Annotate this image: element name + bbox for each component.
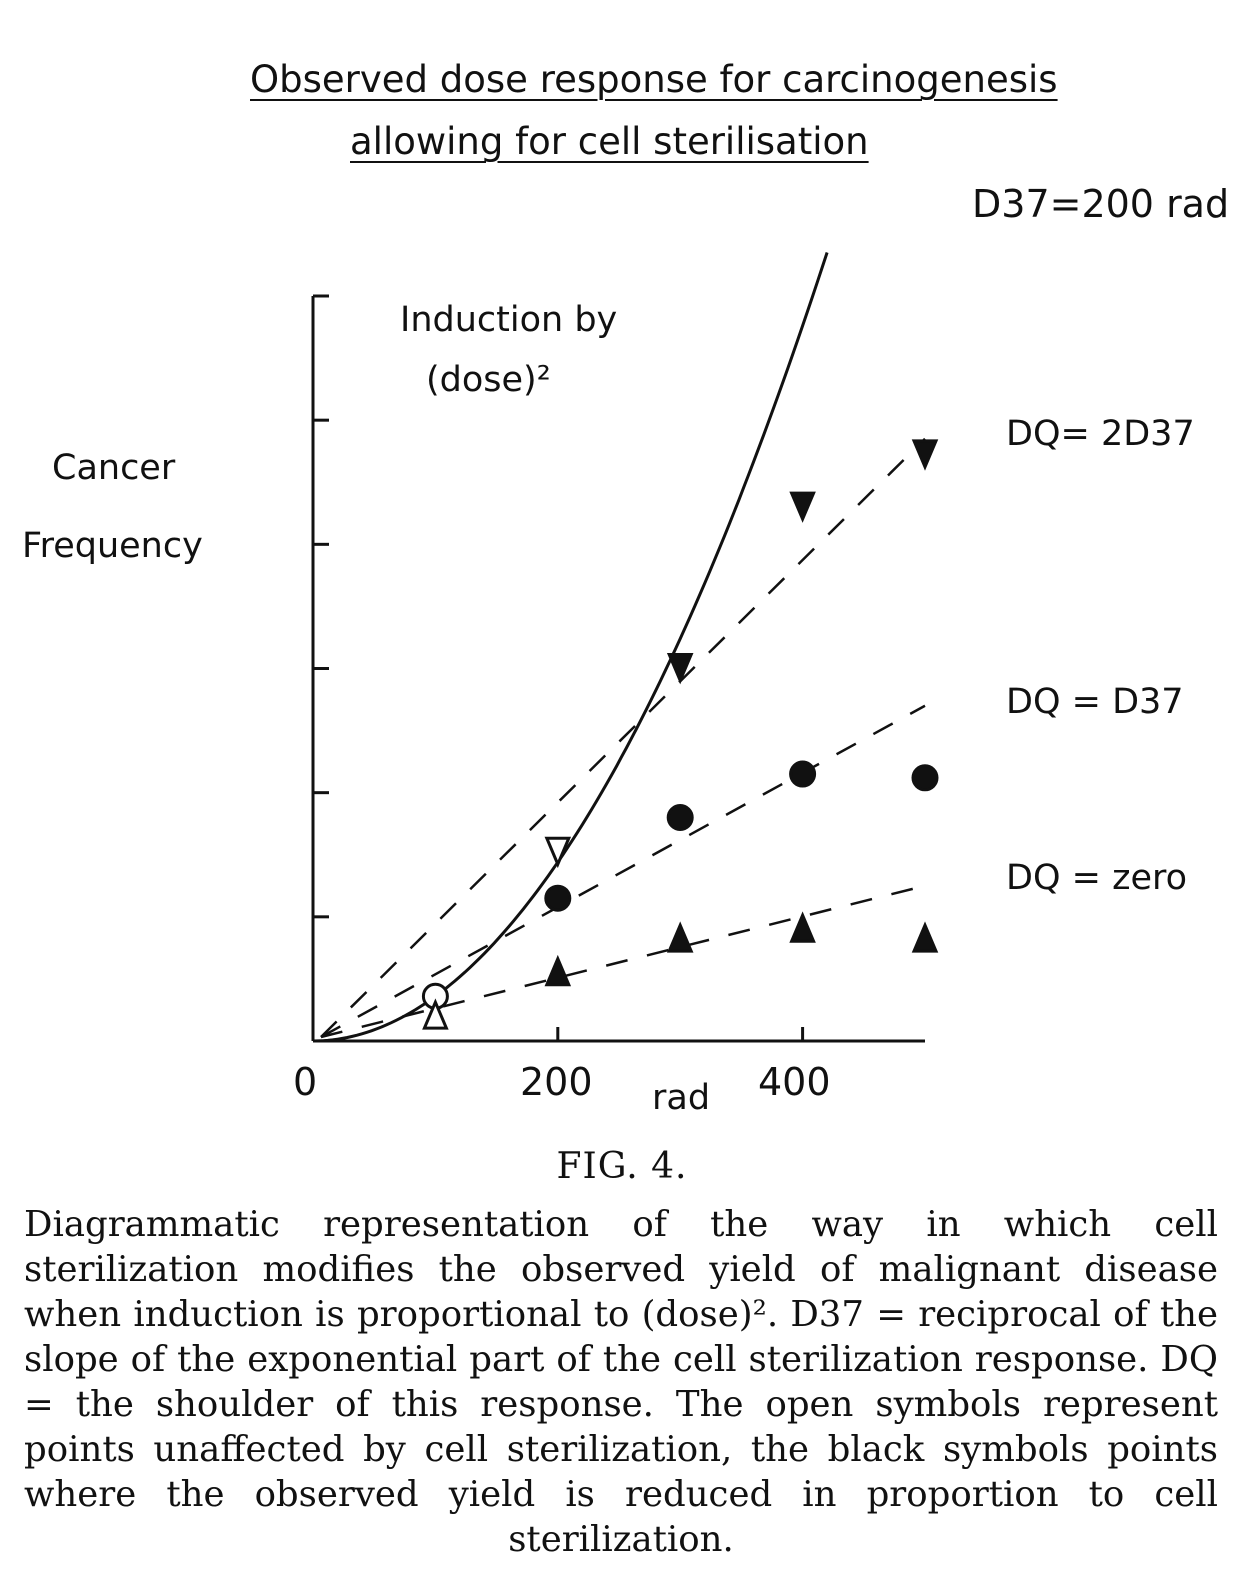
marker-circle-300 [666, 804, 694, 831]
dashed-line-series-0 [320, 437, 926, 1038]
marker-triangle-up-500 [911, 921, 939, 953]
legend-dq-d37: DQ = D37 [1006, 682, 1184, 722]
chart-title: Observed dose response for carcinogenesi… [250, 58, 1058, 101]
marker-circle-400 [789, 760, 817, 788]
y-axis-label-line2: Frequency [22, 526, 203, 566]
y-axis-label-line1: Cancer [52, 448, 176, 488]
marker-triangle-up-200 [544, 954, 572, 987]
dose-squared-curve [312, 252, 829, 1043]
chart-subtitle: allowing for cell sterilisation [350, 120, 869, 163]
d37-note: D37=200 rad [972, 182, 1230, 226]
figure-caption: Diagrammatic representation of the way i… [24, 1204, 1218, 1560]
marker-triangle-down-500 [911, 439, 939, 471]
dashed-line-series-1 [320, 704, 926, 1039]
curve-annotation-line1: Induction by [400, 300, 618, 340]
legend-dq-2d37: DQ= 2D37 [1006, 414, 1195, 454]
marker-triangle-up-400 [789, 911, 816, 943]
x-tick-label-200: 200 [520, 1060, 593, 1104]
x-axis-label: rad [652, 1078, 711, 1118]
dashed-line-series-2 [320, 884, 926, 1039]
marker-triangle-down-300 [666, 653, 694, 685]
marker-triangle-down-400 [789, 491, 816, 523]
x-tick-label-0: 0 [293, 1060, 318, 1104]
dose-response-chart [311, 252, 939, 1043]
curve-annotation-line2: (dose)² [426, 360, 551, 400]
marker-circle-200 [544, 884, 572, 912]
marker-triangle-up-100 [422, 998, 449, 1030]
legend-dq-zero: DQ = zero [1006, 858, 1188, 898]
x-tick-label-400: 400 [758, 1060, 831, 1104]
figure-label: FIG. 4. [556, 1146, 688, 1187]
marker-triangle-up-300 [666, 921, 694, 953]
marker-triangle-down-200 [544, 836, 572, 869]
marker-circle-500 [911, 764, 939, 792]
